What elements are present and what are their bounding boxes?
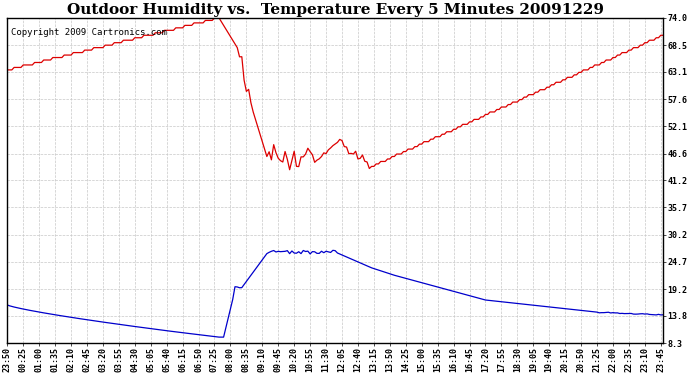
Title: Outdoor Humidity vs.  Temperature Every 5 Minutes 20091229: Outdoor Humidity vs. Temperature Every 5… — [67, 3, 604, 17]
Text: Copyright 2009 Cartronics.com: Copyright 2009 Cartronics.com — [10, 28, 166, 37]
